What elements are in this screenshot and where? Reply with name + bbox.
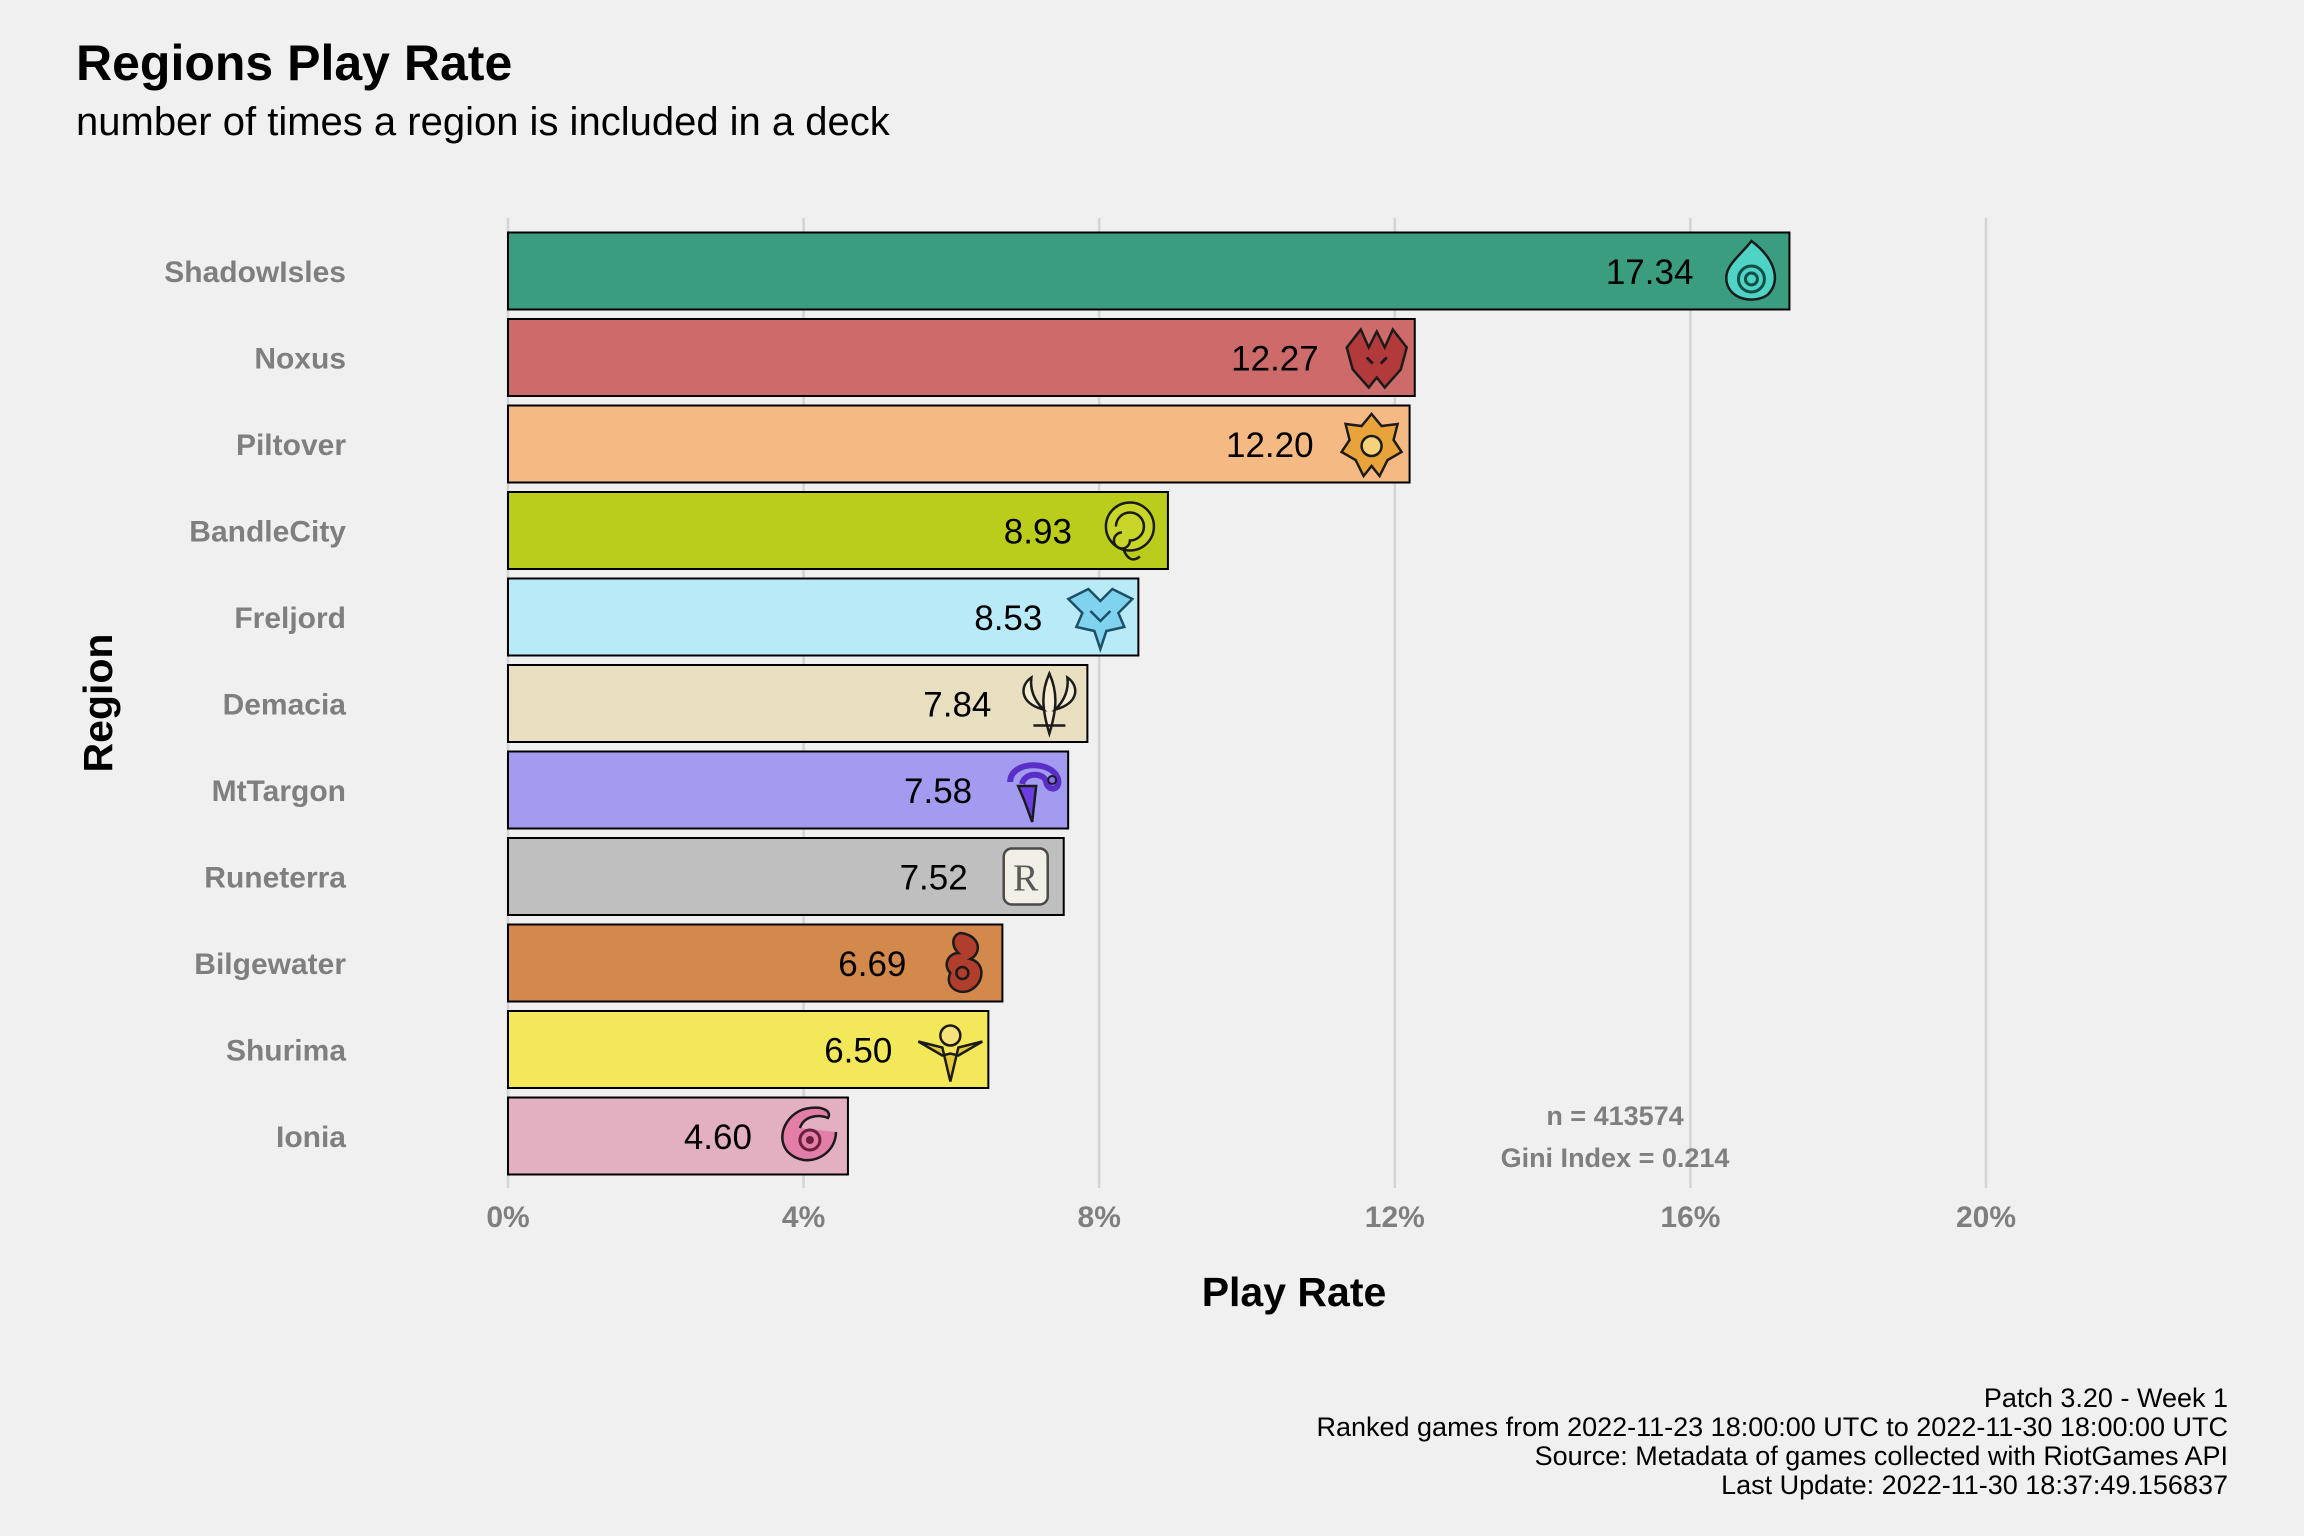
x-tick-label: 20% — [1956, 1201, 2016, 1234]
bar-group: 12.20 — [507, 404, 1411, 484]
demacia-icon — [1022, 670, 1077, 738]
bar-value-label: 6.50 — [824, 1032, 892, 1071]
y-tick-label: Shurima — [226, 1035, 346, 1068]
bar — [507, 1010, 990, 1089]
x-tick-label: 12% — [1365, 1201, 1425, 1234]
bar-value-label: 12.20 — [1226, 426, 1314, 465]
piltover-icon — [1339, 412, 1404, 479]
bar-group: 8.53 — [507, 577, 1140, 657]
y-tick-labels: ShadowIsles Noxus Piltover BandleCity Freljo… — [164, 256, 346, 1154]
bar-group: 17.34 — [507, 231, 1791, 311]
caption-last-update: Last Update: 2022-11-30 18:37:49.156837 — [1721, 1470, 2228, 1500]
y-tick-label: Noxus — [254, 343, 346, 376]
bars: 17.34 12.27 12.20 8.93 8.53 7.84 7.58 R 7.52 6.69… — [507, 231, 1791, 1176]
caption-source: Source: Metadata of games collected with… — [1534, 1441, 2228, 1471]
bar — [507, 231, 1791, 311]
bar-value-label: 8.53 — [974, 599, 1042, 638]
bar — [507, 837, 1065, 916]
x-tick-labels: 0% 4% 8% 12% 16% 20% — [486, 1201, 2016, 1234]
bar — [507, 664, 1089, 743]
y-tick-label: Freljord — [234, 602, 346, 635]
gini-index-annotation: Gini Index = 0.214 — [1501, 1143, 1730, 1173]
bar-group: 6.50 — [507, 1010, 990, 1089]
y-tick-label: BandleCity — [189, 516, 346, 549]
bar-value-label: 17.34 — [1606, 253, 1694, 292]
bar — [507, 577, 1140, 657]
y-axis-title: Region — [75, 634, 121, 773]
x-axis-title: Play Rate — [1202, 1269, 1387, 1315]
runeterra-glyph: R — [1013, 858, 1039, 900]
bar — [507, 923, 1004, 1003]
x-tick-label: 8% — [1078, 1201, 1121, 1234]
y-tick-label: Bilgewater — [194, 948, 346, 981]
runeterra-icon: R — [1002, 847, 1049, 906]
caption: Patch 3.20 - Week 1 Ranked games from 20… — [1316, 1384, 2228, 1500]
noxus-icon — [1345, 327, 1409, 390]
x-tick-label: 4% — [782, 1201, 825, 1234]
bar-group: 4.60 — [507, 1096, 849, 1176]
bar — [507, 750, 1070, 830]
x-tick-label: 16% — [1660, 1201, 1720, 1234]
shurima-icon — [917, 1024, 983, 1082]
caption-date-range: Ranked games from 2022-11-23 18:00:00 UT… — [1316, 1412, 2228, 1442]
caption-patch: Patch 3.20 - Week 1 — [1983, 1383, 2228, 1413]
bar — [507, 404, 1411, 484]
bar-value-label: 4.60 — [684, 1118, 752, 1157]
x-tick-label: 0% — [486, 1201, 529, 1234]
bar-value-label: 7.58 — [904, 772, 972, 811]
sample-size-annotation: n = 413574 — [1546, 1101, 1683, 1131]
y-tick-label: Piltover — [236, 429, 346, 462]
bar-group: R 7.52 — [507, 837, 1065, 916]
bar-group: 7.58 — [507, 750, 1070, 830]
chart-title: Regions Play Rate — [76, 35, 513, 91]
bar — [507, 318, 1416, 397]
bar-group: 8.93 — [507, 491, 1169, 570]
bar-group: 6.69 — [507, 923, 1004, 1003]
bar-value-label: 7.52 — [900, 859, 968, 898]
y-tick-label: ShadowIsles — [164, 256, 346, 289]
shadowisles-icon — [1725, 239, 1777, 301]
freljord-icon — [1066, 587, 1135, 653]
y-tick-label: MtTargon — [212, 775, 346, 808]
bar-value-label: 12.27 — [1231, 340, 1319, 379]
bar-value-label: 7.84 — [923, 686, 991, 725]
bilgewater-icon — [945, 931, 983, 994]
bandlecity-icon — [1104, 501, 1156, 561]
mttargon-icon — [1007, 762, 1062, 823]
ionia-icon — [781, 1106, 838, 1162]
y-tick-label: Demacia — [223, 689, 347, 722]
chart-subtitle: number of times a region is included in … — [76, 100, 890, 144]
bar-group: 7.84 — [507, 664, 1089, 743]
bar-value-label: 8.93 — [1004, 513, 1072, 552]
bar-value-label: 6.69 — [838, 945, 906, 984]
y-tick-label: Runeterra — [204, 862, 346, 895]
y-tick-label: Ionia — [276, 1121, 346, 1154]
bar-group: 12.27 — [507, 318, 1416, 397]
bar — [507, 491, 1169, 570]
